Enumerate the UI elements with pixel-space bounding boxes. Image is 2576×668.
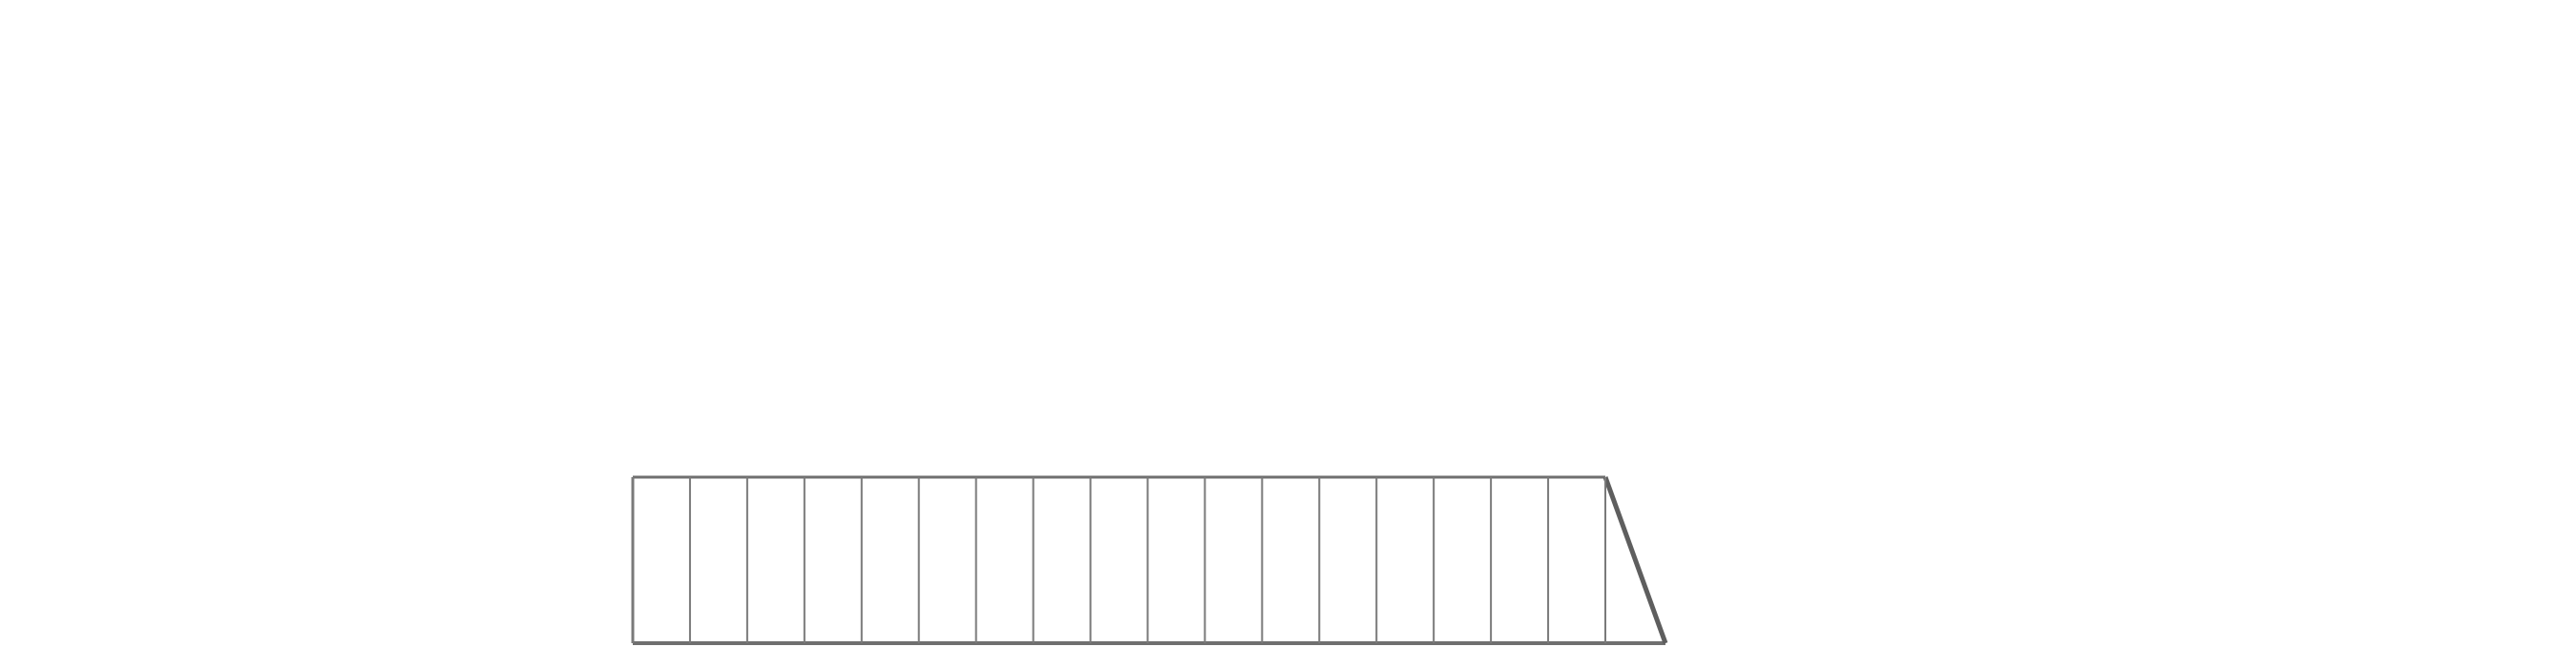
panel-dividers bbox=[631, 477, 1606, 643]
slant-end-edge bbox=[1602, 476, 1668, 644]
ramp-structure bbox=[631, 475, 1668, 645]
